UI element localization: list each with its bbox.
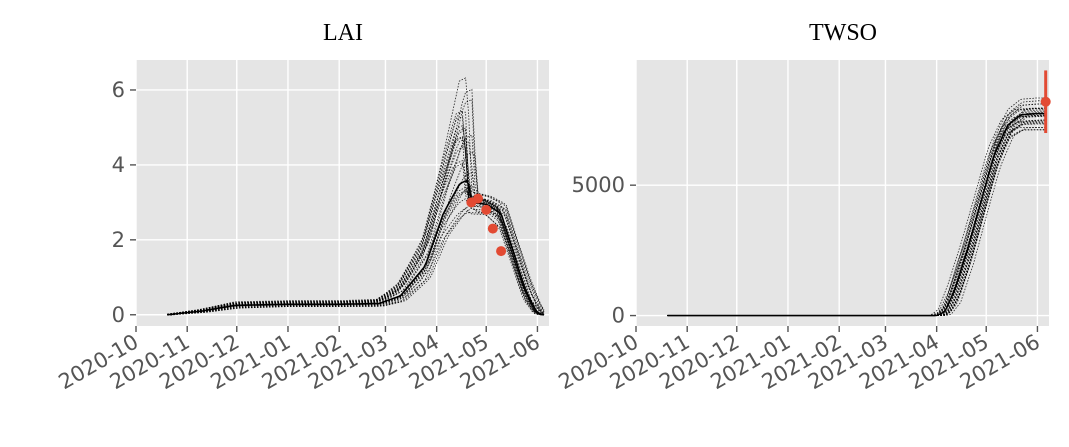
lai-ensemble-member bbox=[167, 212, 545, 316]
lai-ensemble-member bbox=[167, 137, 544, 316]
twso-ensemble bbox=[667, 97, 1046, 317]
twso-y-tick-label: 0 bbox=[612, 304, 625, 328]
twso-ensemble-central bbox=[667, 112, 1046, 317]
lai-y-tick-label: 2 bbox=[112, 228, 125, 252]
lai-y-tick-label: 0 bbox=[112, 303, 125, 327]
lai-ensemble-member bbox=[167, 185, 545, 316]
twso-panel: TWSO 2020-102020-112020-122021-012021-02… bbox=[555, 20, 1051, 394]
lai-ensemble-member bbox=[167, 207, 545, 316]
lai-plot-background bbox=[136, 60, 549, 326]
lai-observation-point bbox=[496, 246, 507, 257]
lai-observation-point bbox=[472, 193, 483, 204]
lai-title: LAI bbox=[323, 20, 363, 46]
lai-observation-point bbox=[481, 204, 492, 215]
lai-ensemble bbox=[167, 77, 545, 316]
twso-y-tick-label: 5000 bbox=[572, 173, 625, 197]
lai-y-tick-label: 4 bbox=[112, 153, 125, 177]
lai-ensemble-central bbox=[167, 179, 545, 316]
twso-title: TWSO bbox=[809, 20, 877, 46]
twso-observation-point bbox=[1040, 96, 1051, 107]
lai-y-tick-label: 6 bbox=[112, 78, 125, 102]
lai-ensemble-member bbox=[167, 77, 545, 316]
lai-observation-point bbox=[487, 223, 498, 234]
lai-panel: LAI 2020-102020-112020-122021-012021-022… bbox=[55, 20, 549, 394]
